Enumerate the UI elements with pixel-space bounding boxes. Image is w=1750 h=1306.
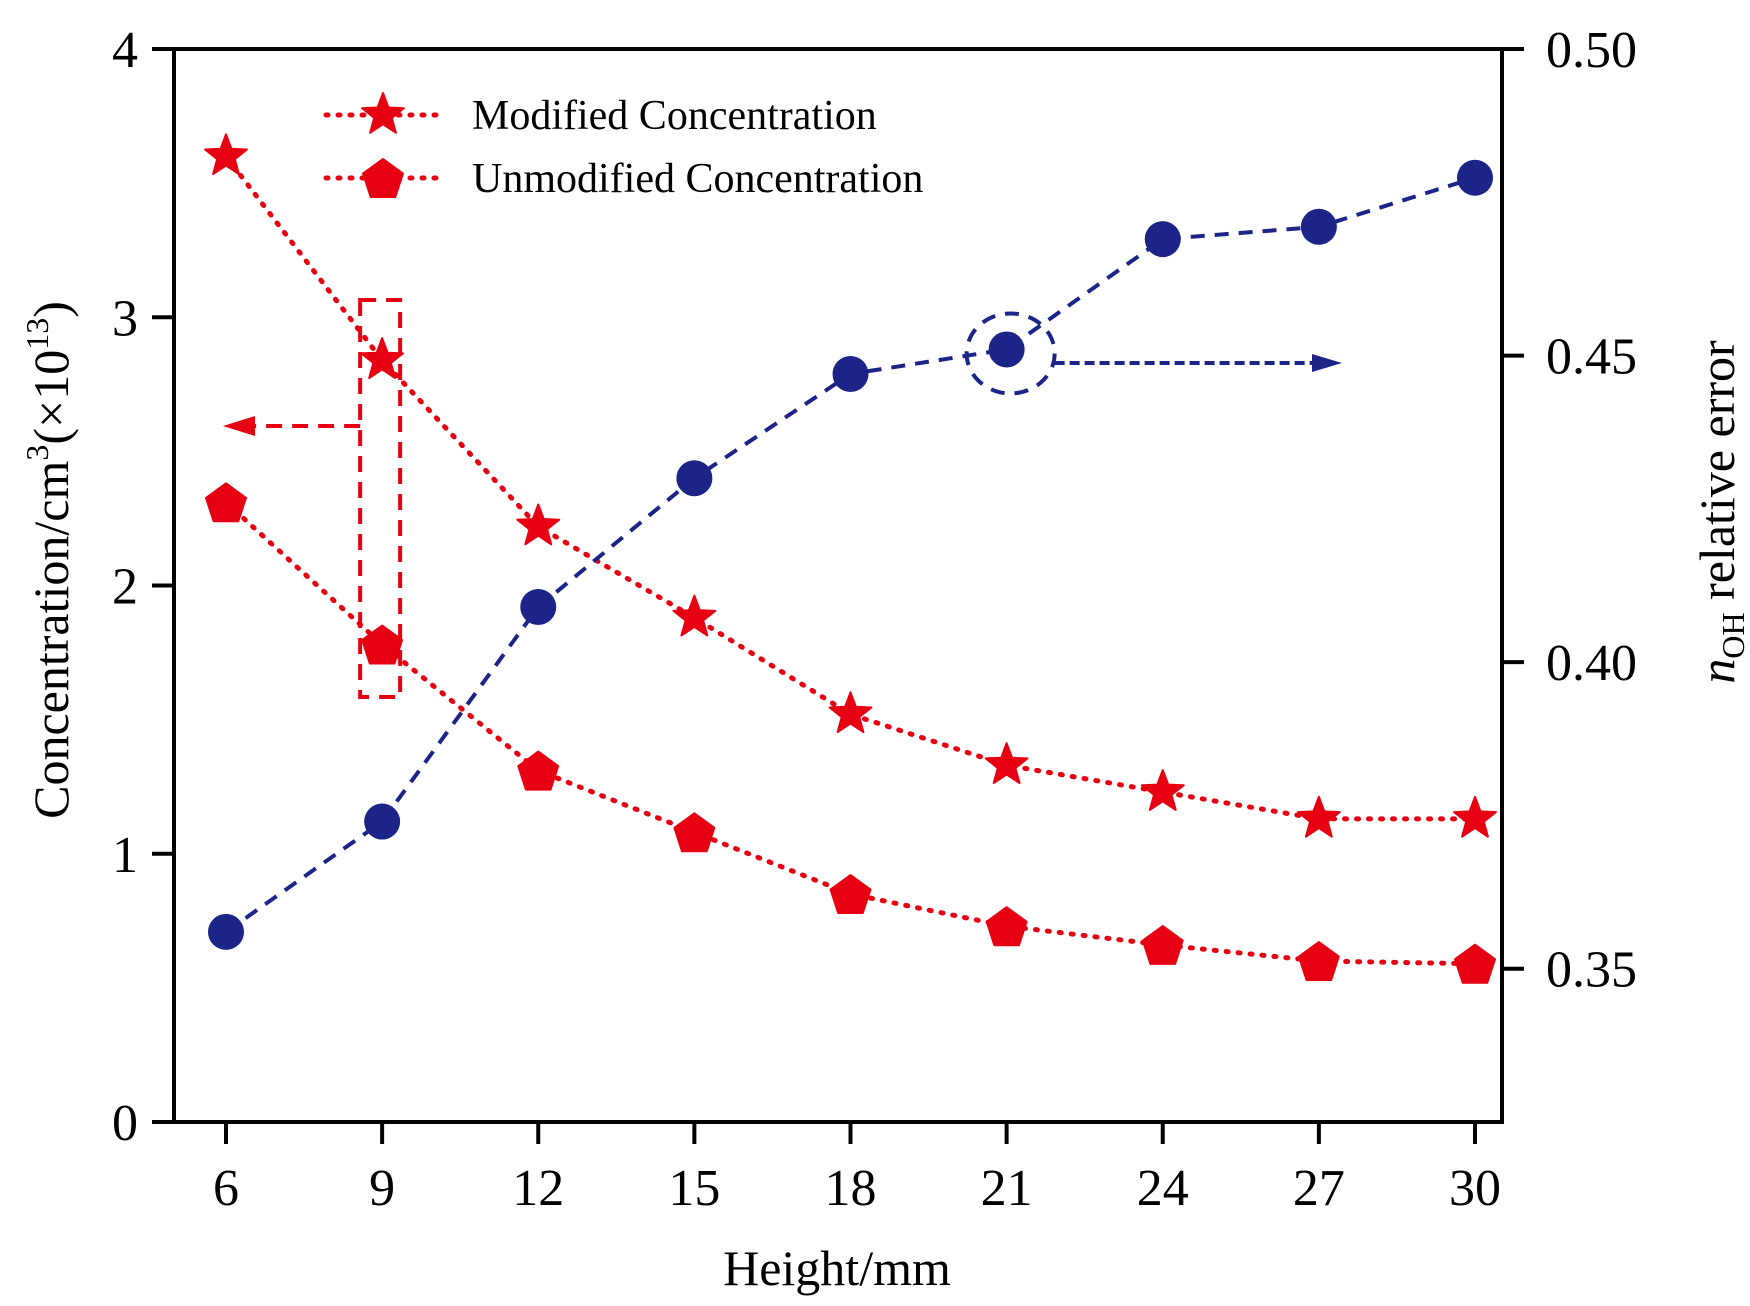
data-point-star xyxy=(516,503,561,546)
y2-axis-title: nOH relative error xyxy=(1689,340,1750,684)
y-tick-label: 3 xyxy=(112,290,138,347)
y-axis-title-sup2: 13 xyxy=(19,318,55,350)
y2-axis-title-sub: OH xyxy=(1715,612,1750,658)
data-point-star xyxy=(672,594,717,637)
data-point-circle xyxy=(1457,159,1493,196)
data-point-pentagon xyxy=(1454,943,1496,984)
data-point-star xyxy=(828,691,873,734)
data-point-star xyxy=(1140,769,1185,811)
y2-tick-label: 0.40 xyxy=(1546,635,1637,692)
annotation-box xyxy=(358,298,403,699)
y2-tick-label: 0.35 xyxy=(1546,942,1637,999)
arrow-right-icon xyxy=(1312,354,1342,372)
series-lines xyxy=(223,153,1478,967)
y-tick-label: 0 xyxy=(112,1095,138,1152)
data-point-pentagon xyxy=(829,874,872,914)
y2-tick-label: 0.45 xyxy=(1546,329,1637,386)
data-point-pentagon xyxy=(517,750,560,791)
y-axis-title: Concentration/cm3(×1013) xyxy=(19,301,79,819)
annotations xyxy=(223,298,1342,699)
y-axis-title-main: Concentration/cm xyxy=(23,461,79,819)
x-tick-label: 21 xyxy=(981,1160,1033,1217)
data-point-pentagon xyxy=(1141,925,1184,965)
data-point-circle xyxy=(1144,221,1181,258)
data-point-circle xyxy=(364,803,401,840)
legend-marker-star xyxy=(361,92,405,134)
data-point-pentagon xyxy=(361,624,404,665)
x-tick-label: 6 xyxy=(213,1160,239,1217)
data-point-circle xyxy=(832,355,869,392)
data-point-pentagon xyxy=(205,482,247,523)
y-axis-title-mid: (×10 xyxy=(23,350,79,445)
data-point-pentagon xyxy=(1297,941,1340,981)
y-axis-title-end: ) xyxy=(23,301,79,318)
legend-label: Unmodified Concentration xyxy=(472,156,923,202)
legend: Modified Concentration Unmodified Concent… xyxy=(323,92,923,202)
data-point-circle xyxy=(520,588,557,625)
x-axis-ticks: 6 9 12 15 18 21 24 27 30 xyxy=(213,1122,1501,1217)
x-tick-label: 30 xyxy=(1449,1160,1501,1217)
data-point-star xyxy=(984,742,1029,784)
y-tick-label: 2 xyxy=(112,559,138,616)
y2-tick-label: 0.50 xyxy=(1546,22,1637,79)
y2-axis-title-n: n xyxy=(1689,659,1745,684)
x-tick-label: 18 xyxy=(825,1160,877,1217)
x-tick-label: 24 xyxy=(1137,1160,1189,1217)
x-tick-label: 12 xyxy=(512,1160,564,1217)
y2-axis-title-rest: relative error xyxy=(1689,340,1745,612)
arrow-left-icon xyxy=(223,416,255,436)
data-point-star xyxy=(360,337,404,379)
y-axis-ticks: 0 1 2 3 4 xyxy=(112,22,174,1152)
data-point-pentagon xyxy=(985,906,1028,947)
y-axis-title-sup1: 3 xyxy=(19,445,55,461)
data-point-pentagon xyxy=(673,812,716,853)
x-axis-title: Height/mm xyxy=(723,1240,951,1296)
data-point-circle xyxy=(988,331,1025,368)
data-point-circle xyxy=(208,913,244,950)
data-point-star xyxy=(1297,795,1341,838)
y-tick-label: 1 xyxy=(112,827,138,884)
x-tick-label: 27 xyxy=(1293,1160,1345,1217)
data-point-star xyxy=(1453,795,1497,838)
legend-marker-pentagon xyxy=(362,158,404,198)
series-line-circle xyxy=(224,175,1476,934)
data-point-circle xyxy=(1300,208,1337,245)
legend-label: Modified Concentration xyxy=(472,93,877,139)
data-point-circle xyxy=(676,460,713,497)
data-markers xyxy=(204,133,1497,984)
y2-axis-ticks: 0.35 0.40 0.45 0.50 xyxy=(1502,22,1637,999)
data-point-star xyxy=(204,133,248,176)
y-tick-label: 4 xyxy=(112,22,138,79)
annotation-circle xyxy=(964,311,1057,396)
x-tick-label: 15 xyxy=(668,1160,720,1217)
x-tick-label: 9 xyxy=(369,1160,395,1217)
